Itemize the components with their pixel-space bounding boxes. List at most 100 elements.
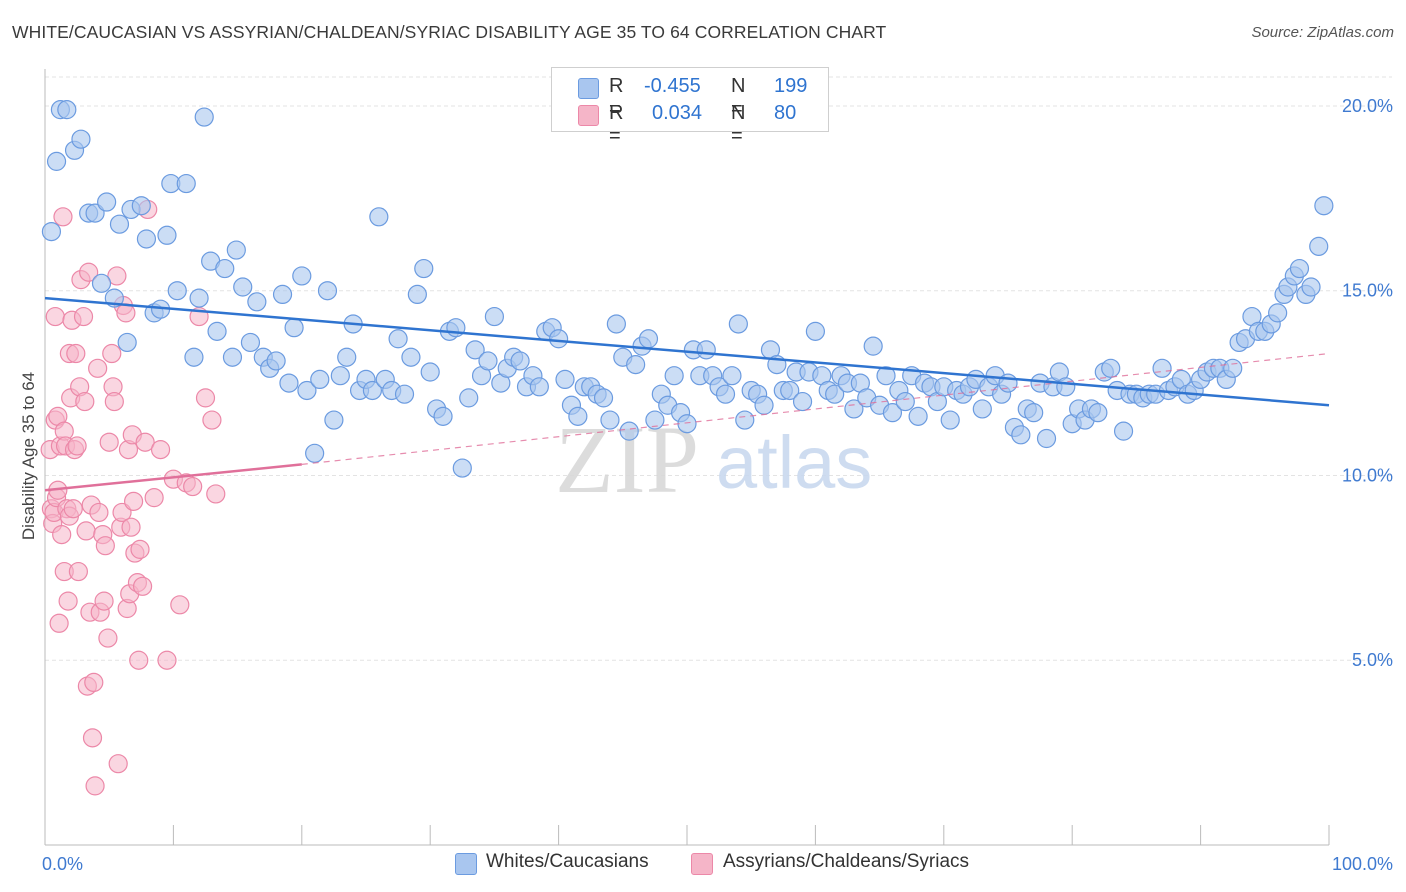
- assyrian-point: [129, 650, 149, 670]
- stats-legend: R = -0.455 N = 199 R = 0.034 N = 80: [551, 67, 829, 147]
- white-point: [46, 151, 67, 171]
- assyrian-point: [108, 754, 128, 774]
- assyrian-point: [63, 499, 83, 519]
- white-point: [876, 366, 896, 386]
- bottom-legend-swatch-pink: [691, 853, 713, 875]
- y-axis-label: Disability Age 35 to 64: [19, 372, 38, 540]
- y-tick-label: 5.0%: [1352, 650, 1393, 670]
- y-tick-label: 15.0%: [1342, 281, 1393, 301]
- white-point: [882, 403, 903, 423]
- assyrian-point: [58, 591, 78, 611]
- y-tick-label: 20.0%: [1342, 96, 1393, 116]
- assyrian-point: [49, 613, 69, 633]
- white-point: [176, 173, 196, 194]
- assyrian-point: [66, 343, 86, 364]
- y-tick-label: 10.0%: [1342, 465, 1393, 485]
- white-point: [247, 292, 267, 312]
- series-white-points: [41, 100, 1334, 478]
- legend-r-value: -0.455: [644, 75, 701, 97]
- assyrian-point: [52, 524, 72, 545]
- white-point: [233, 277, 253, 297]
- white-point: [1268, 303, 1288, 323]
- white-point: [266, 351, 286, 371]
- assyrian-point: [107, 266, 127, 286]
- white-point: [619, 421, 639, 441]
- assyrian-point: [102, 343, 122, 364]
- assyrian-point: [67, 436, 87, 456]
- white-point: [337, 347, 357, 367]
- white-point: [41, 221, 62, 242]
- assyrian-point: [75, 391, 95, 412]
- legend-n-value: 80: [774, 102, 797, 124]
- white-point: [452, 458, 472, 478]
- white-point: [136, 229, 157, 249]
- white-point: [722, 366, 742, 386]
- white-point: [433, 406, 453, 426]
- white-point: [593, 388, 614, 408]
- white-point: [1301, 277, 1321, 297]
- legend-swatch-blue: [578, 78, 599, 99]
- x-tick-label: 0.0%: [42, 854, 83, 874]
- assyrian-point: [144, 488, 164, 508]
- white-point: [664, 366, 684, 386]
- assyrian-point: [68, 561, 88, 582]
- white-point: [362, 380, 383, 401]
- white-point: [459, 388, 479, 408]
- white-point: [71, 129, 91, 149]
- assyrian-point: [99, 432, 119, 452]
- white-point: [825, 384, 845, 404]
- white-point: [310, 369, 330, 389]
- white-point: [645, 410, 665, 430]
- assyrian-point: [84, 672, 104, 693]
- white-point: [1101, 358, 1121, 378]
- white-point: [420, 362, 440, 382]
- white-point: [414, 258, 434, 279]
- assyrian-point: [89, 502, 109, 523]
- white-point: [215, 258, 235, 279]
- white-point: [297, 380, 317, 401]
- white-point: [1011, 425, 1031, 445]
- tick-labels: 5.0% 10.0% 15.0% 20.0% 0.0% 100.0%: [42, 96, 1393, 874]
- white-point: [292, 266, 312, 286]
- white-point: [85, 203, 105, 223]
- white-point: [529, 377, 549, 397]
- white-point: [91, 273, 112, 293]
- white-point: [600, 410, 620, 430]
- assyrian-point: [170, 595, 190, 615]
- assyrian-point: [82, 728, 103, 748]
- white-point: [568, 406, 588, 426]
- white-point: [388, 329, 408, 349]
- white-point: [895, 391, 915, 412]
- white-point: [1314, 196, 1334, 216]
- white-point: [240, 332, 261, 353]
- assyrian-point: [202, 410, 222, 430]
- assyrian-point: [45, 306, 65, 327]
- white-point: [1056, 377, 1076, 397]
- white-point: [407, 284, 427, 305]
- assyrian-point: [79, 262, 99, 282]
- white-point: [1309, 236, 1329, 256]
- white-point: [1113, 421, 1134, 441]
- assyrian-point: [73, 306, 94, 327]
- assyrian-point: [53, 207, 73, 227]
- assyrian-trend-extension: [301, 352, 1330, 465]
- white-point: [317, 281, 338, 301]
- assyrian-point: [135, 432, 155, 452]
- white-point: [369, 207, 389, 227]
- legend-n-value: 199: [774, 75, 808, 97]
- x-tick-label: 100.0%: [1332, 854, 1393, 874]
- white-point: [555, 369, 575, 389]
- assyrian-point: [130, 539, 150, 559]
- white-point: [194, 107, 214, 127]
- white-point: [330, 366, 350, 386]
- white-point: [207, 321, 227, 341]
- white-point: [279, 373, 299, 393]
- assyrian-point: [88, 358, 108, 378]
- assyrian-point: [112, 502, 132, 523]
- white-point: [1024, 403, 1044, 423]
- white-point: [478, 351, 498, 371]
- white-point: [272, 284, 293, 305]
- white-point: [548, 329, 569, 349]
- white-point: [863, 336, 883, 356]
